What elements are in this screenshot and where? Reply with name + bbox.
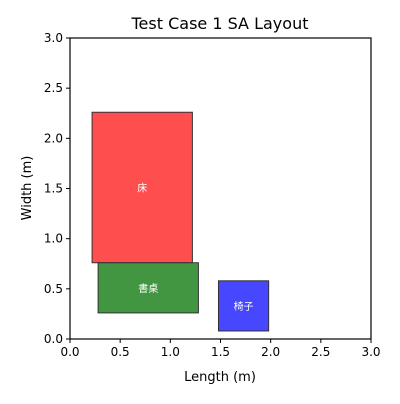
layout-rect-0 [91,111,193,264]
layout-rect-label-1: 書桌 [138,282,158,295]
x-tick-label-2: 1.0 [161,345,180,359]
x-tick-label-3: 1.5 [211,345,230,359]
y-tick-label-5: 2.5 [44,81,63,95]
x-tick-label-5: 2.5 [311,345,330,359]
layout-rect-1 [97,262,199,314]
x-tick-label-1: 0.5 [111,345,130,359]
y-tick-label-6: 3.0 [44,31,63,45]
layout-rect-2 [217,280,270,332]
x-tick-label-4: 2.0 [261,345,280,359]
layout-rect-label-2: 椅子 [234,300,254,313]
y-tick-label-2: 1.0 [44,232,63,246]
y-axis-label: Width (m) [20,156,35,221]
layout-rect-label-0: 床 [137,181,147,194]
chart-title: Test Case 1 SA Layout [131,14,309,33]
y-tick-label-4: 2.0 [44,131,63,145]
y-tick-label-0: 0.0 [44,332,63,346]
x-tick-label-0: 0.0 [60,345,79,359]
y-tick-label-1: 0.5 [44,282,63,296]
y-tick-label-3: 1.5 [44,182,63,196]
x-axis-label: Length (m) [184,370,256,385]
x-tick-label-6: 3.0 [361,345,380,359]
